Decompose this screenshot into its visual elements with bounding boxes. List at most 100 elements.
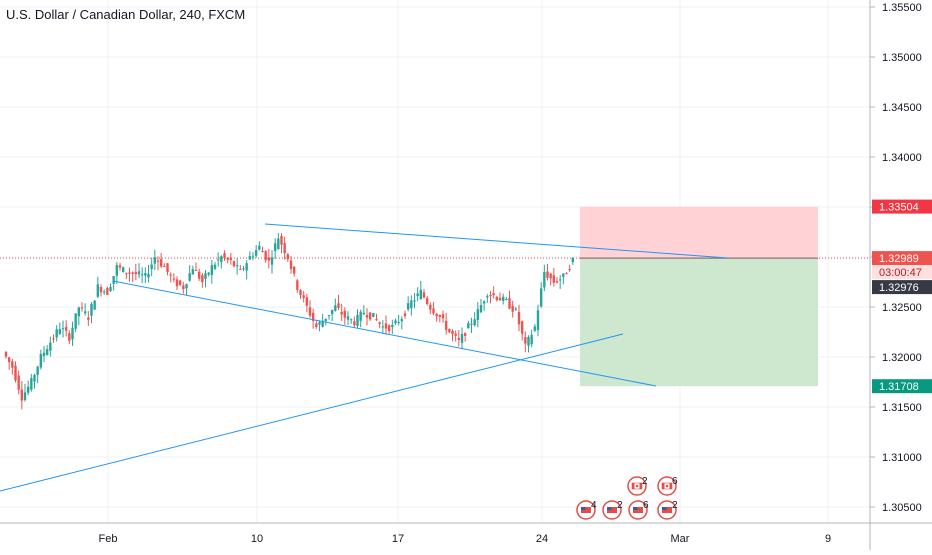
candle-body <box>435 313 438 317</box>
candle-body <box>429 304 432 310</box>
candle-body <box>337 303 340 308</box>
candle-body <box>232 261 236 267</box>
candle-body <box>451 330 454 335</box>
candle-body <box>448 329 451 333</box>
candle-body <box>283 242 286 254</box>
candle-body <box>397 321 400 323</box>
trendline-lower <box>112 280 657 387</box>
cad-event-icon: 6 <box>657 476 678 496</box>
take-profit-zone <box>580 258 818 387</box>
symbol-title: U.S. Dollar / Canadian Dollar, 240, FXCM <box>6 7 246 22</box>
candle-body <box>55 329 58 338</box>
candle-body <box>406 303 410 310</box>
y-tick-label: 1.34500 <box>882 102 922 114</box>
candle-body <box>42 352 46 357</box>
candle-body <box>422 292 426 298</box>
candle-body <box>239 269 242 271</box>
last-price-label-bg <box>872 280 932 295</box>
candle-body <box>530 334 533 345</box>
candle-body <box>93 300 96 310</box>
candle-body <box>112 276 115 284</box>
candle-body <box>343 310 347 318</box>
y-tick-label: 1.32000 <box>882 352 922 364</box>
target-price-label: 1.31708 <box>872 379 932 394</box>
stop-price-label-bg <box>872 199 932 214</box>
candle-body <box>356 314 359 326</box>
candle-body <box>565 273 568 275</box>
y-tick-label: 1.35000 <box>882 52 922 64</box>
candle-body <box>80 307 84 309</box>
usd-event-icon: 6 <box>628 500 649 520</box>
candle-body <box>334 305 337 311</box>
candle-body <box>223 253 226 258</box>
candle-body <box>372 313 375 317</box>
flag-body <box>633 507 643 513</box>
event-count: 2 <box>617 500 623 511</box>
candle-body <box>178 280 182 285</box>
stop-loss-zone <box>580 206 818 259</box>
candle-body <box>296 280 299 290</box>
candle-body <box>305 297 309 306</box>
candle-body <box>229 257 233 261</box>
candle-body <box>486 295 489 298</box>
candle-body <box>220 256 223 263</box>
candle-body <box>381 326 385 328</box>
y-tick-label: 1.31000 <box>882 452 922 464</box>
candle-body <box>410 300 413 309</box>
candle-body <box>254 250 258 256</box>
candle-body <box>185 284 188 289</box>
flag-leaf <box>635 484 639 488</box>
candle-body <box>115 265 119 276</box>
y-tick-label: 1.31500 <box>882 402 922 414</box>
candle-body <box>479 305 483 313</box>
candle-body <box>175 279 179 287</box>
flag-canton <box>581 507 586 510</box>
usd-event-icon: 2 <box>602 500 623 520</box>
candle-body <box>359 311 362 321</box>
current-price-label-bg <box>872 251 932 266</box>
x-tick-label: Mar <box>671 533 690 545</box>
candle-body <box>394 320 397 324</box>
candles <box>4 232 575 410</box>
candle-body <box>156 260 160 262</box>
flag-canton <box>607 507 612 510</box>
candle-body <box>555 281 559 283</box>
candle-body <box>419 289 423 299</box>
y-tick-label: 1.32500 <box>882 302 922 314</box>
current-price-label: 1.32989 <box>872 251 932 266</box>
candle-body <box>235 265 239 267</box>
candle-body <box>413 300 416 302</box>
candle-body <box>330 309 334 315</box>
candle-body <box>261 250 264 253</box>
candle-body <box>137 271 141 275</box>
candle-body <box>463 333 467 336</box>
candle-body <box>39 353 43 368</box>
target-price-label-bg <box>872 379 932 394</box>
candle-body <box>267 257 271 261</box>
candle-body <box>558 279 562 281</box>
candle-body <box>289 260 293 269</box>
candle-body <box>489 295 492 297</box>
candle-body <box>568 269 571 271</box>
event-count: 2 <box>642 476 648 487</box>
candle-body <box>30 378 33 390</box>
candle-body <box>270 257 274 265</box>
candle-body <box>33 375 36 382</box>
candle-body <box>172 278 176 280</box>
x-tick-label: 10 <box>251 533 263 545</box>
candle-body <box>391 324 394 327</box>
candle-body <box>210 265 214 275</box>
candle-body <box>365 314 369 318</box>
candle-body <box>134 272 138 275</box>
current-price-label-text: 1.32989 <box>879 253 919 265</box>
candle-body <box>242 268 245 270</box>
candle-body <box>327 315 331 317</box>
candle-body <box>131 272 134 274</box>
candle-body <box>441 314 445 319</box>
candle-body <box>482 301 486 304</box>
candle-body <box>508 298 511 309</box>
flag-canton <box>633 507 638 510</box>
candle-body <box>188 273 191 281</box>
